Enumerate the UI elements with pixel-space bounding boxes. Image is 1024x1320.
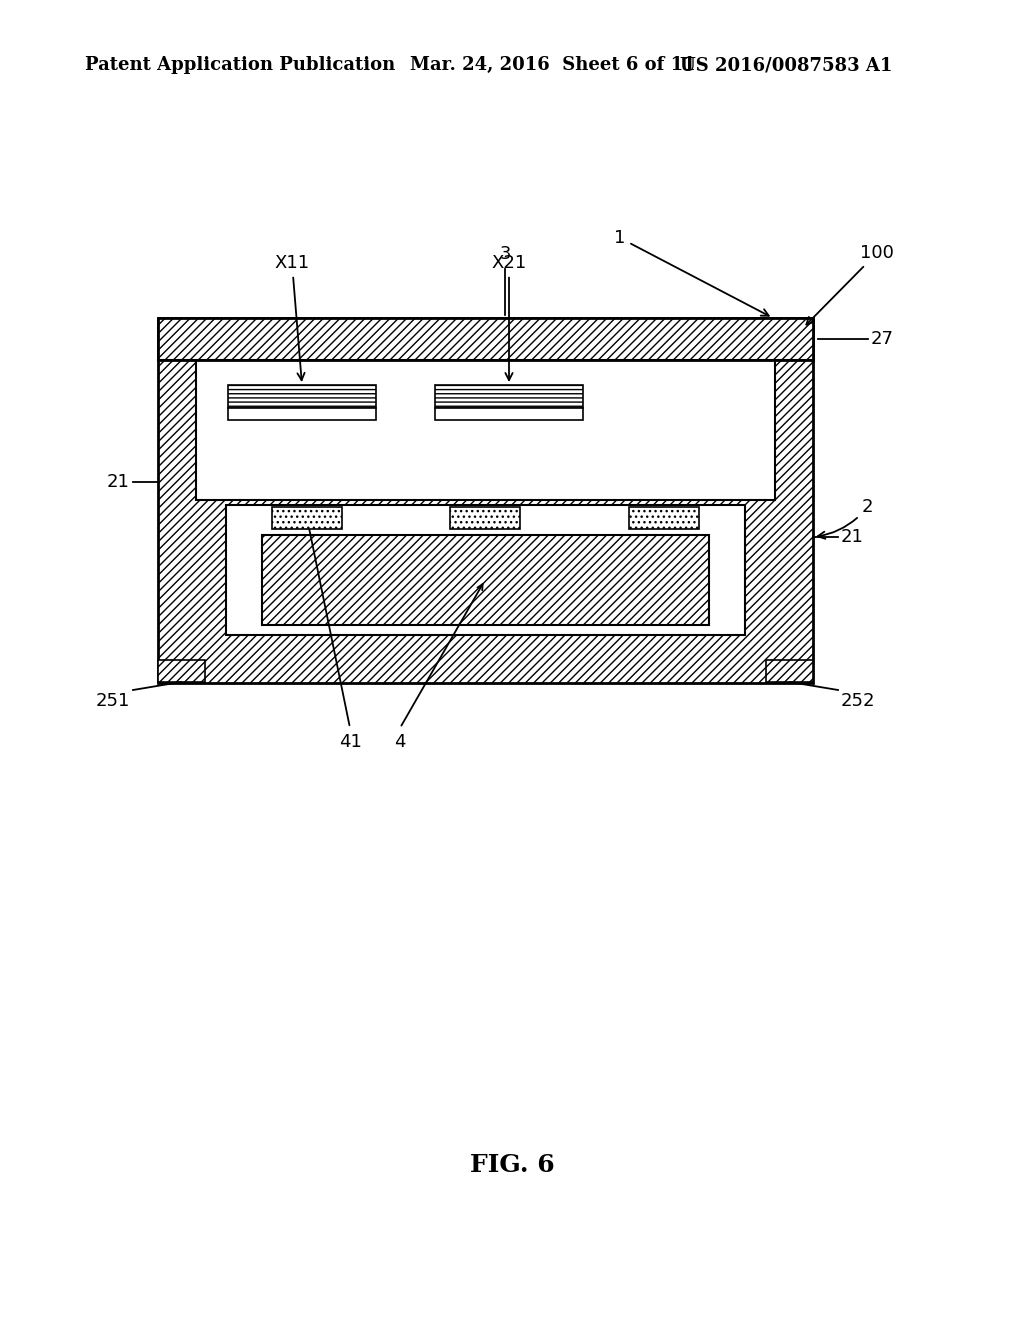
Text: X11: X11 [274, 253, 309, 380]
Text: US 2016/0087583 A1: US 2016/0087583 A1 [680, 55, 892, 74]
Text: FIG. 6: FIG. 6 [470, 1152, 554, 1177]
Text: 2: 2 [818, 498, 873, 539]
Bar [196, 360, 775, 500]
Bar [272, 507, 342, 529]
Text: 100: 100 [806, 244, 894, 325]
Bar [629, 507, 699, 529]
Bar [435, 408, 583, 420]
Bar [228, 385, 376, 408]
Text: X21: X21 [492, 253, 526, 380]
Bar [158, 318, 813, 682]
Text: 251: 251 [95, 692, 130, 710]
Text: 1: 1 [614, 228, 769, 315]
Text: 27: 27 [871, 330, 894, 348]
Text: 21: 21 [841, 528, 864, 546]
Text: Patent Application Publication: Patent Application Publication [85, 55, 395, 74]
Text: 21: 21 [108, 474, 130, 491]
Bar [158, 660, 205, 682]
Bar [226, 506, 745, 635]
Bar [450, 507, 520, 529]
Bar [228, 408, 376, 420]
Bar [435, 385, 583, 408]
Text: 252: 252 [841, 692, 876, 710]
Bar [262, 535, 709, 624]
Bar [158, 318, 813, 360]
Text: 41: 41 [339, 733, 361, 751]
Text: 3: 3 [500, 246, 511, 315]
Bar [766, 660, 813, 682]
Text: 4: 4 [394, 733, 406, 751]
Text: Mar. 24, 2016  Sheet 6 of 11: Mar. 24, 2016 Sheet 6 of 11 [410, 55, 695, 74]
